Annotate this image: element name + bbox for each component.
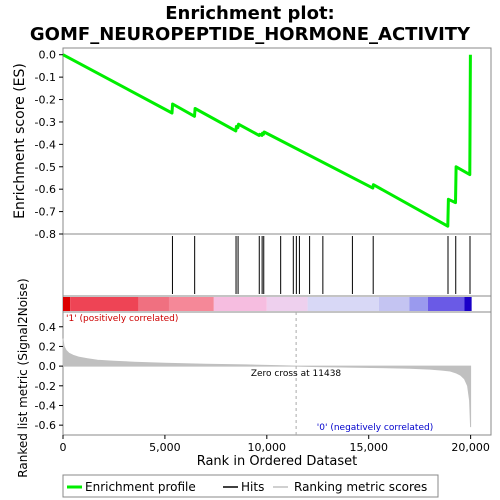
es-ytick-label: -0.3: [35, 116, 56, 129]
es-ytick-label: -0.4: [35, 138, 56, 151]
ranking-bar-segment: [168, 297, 214, 311]
ranking-bar-segment: [213, 297, 267, 311]
ranking-color-bar: [63, 297, 472, 311]
es-ytick-label: -0.2: [35, 94, 56, 107]
x-tick-label: 20,000: [451, 441, 490, 454]
es-axis-ticks: 0.0 -0.1 -0.2 -0.3 -0.4 -0.5 -0.6 -0.7 -0.8: [35, 49, 63, 241]
ranking-bar-segment: [409, 297, 428, 311]
legend-box: [62, 474, 439, 498]
metric-ytick-label: 0.0: [39, 360, 57, 373]
enrichment-profile-series: [62, 53, 472, 228]
metric-axis-ticks: 0.4 0.2 0.0 -0.2 -0.4 -0.6: [35, 321, 63, 432]
x-tick-label: 15,000: [349, 441, 388, 454]
ranking-bar-segment: [378, 297, 410, 311]
chart-subtitle: GOMF_NEUROPEPTIDE_HORMONE_ACTIVITY: [30, 24, 471, 45]
ranking-bar-segment: [63, 297, 71, 311]
ranking-bar-segment: [138, 297, 169, 311]
x-tick-label: 5,000: [149, 441, 181, 454]
ranking-bar-segment: [266, 297, 308, 311]
ranking-metric-area: [62, 312, 472, 435]
es-ytick-label: 0.0: [39, 49, 57, 62]
ranking-bar-segment: [427, 297, 465, 311]
legend-label-hits: Hits: [241, 480, 264, 494]
x-axis-label: Rank in Ordered Dataset: [197, 454, 358, 469]
ranking-bar-segment: [307, 297, 379, 311]
x-tick-label: 0: [60, 441, 67, 454]
chart-title: Enrichment plot:: [165, 3, 335, 24]
enrichment-profile-line: [62, 53, 472, 228]
es-ytick-label: -0.8: [35, 228, 56, 241]
positive-correlation-label: '1' (positively correlated): [66, 314, 178, 324]
hit-markers: [171, 236, 471, 294]
metric-ytick-label: -0.2: [35, 380, 56, 393]
hits-panel: [62, 233, 492, 297]
metric-panel: [62, 311, 492, 436]
ranking-bar-segment: [464, 297, 472, 311]
x-axis-ticks: 0 5,000 10,000 15,000 20,000: [60, 435, 490, 454]
metric-ytick-label: -0.4: [35, 399, 56, 412]
ranking-bar-segment: [70, 297, 139, 311]
es-ylabel: Enrichment score (ES): [12, 63, 28, 219]
metric-ytick-label: -0.6: [35, 419, 56, 432]
legend-label-enrichment: Enrichment profile: [85, 480, 196, 494]
es-ytick-label: -0.1: [35, 71, 56, 84]
x-tick-label: 10,000: [248, 441, 287, 454]
metric-ytick-label: 0.2: [39, 340, 57, 353]
es-ytick-label: -0.6: [35, 183, 56, 196]
metric-ytick-label: 0.4: [39, 321, 57, 334]
metric-ylabel: Ranked list metric (Signal2Noise): [16, 278, 30, 477]
es-ytick-label: -0.7: [35, 206, 56, 219]
legend-label-ranking: Ranking metric scores: [294, 480, 427, 494]
es-panel: [62, 47, 492, 235]
negative-correlation-label: '0' (negatively correlated): [317, 423, 433, 433]
es-ytick-label: -0.5: [35, 161, 56, 174]
zero-cross-label: Zero cross at 11438: [251, 369, 342, 379]
